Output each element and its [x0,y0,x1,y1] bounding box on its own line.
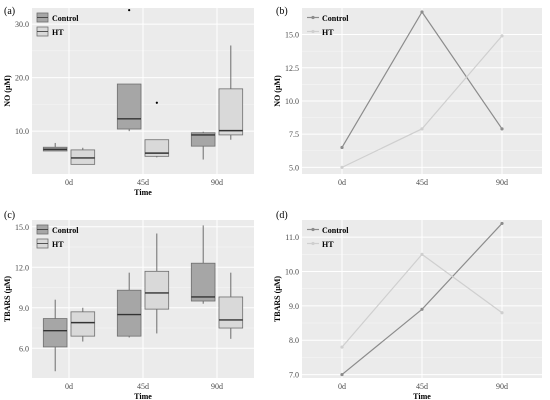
legend: Control HT [36,224,79,249]
outlier-point [155,101,158,104]
y-tick-label: 20.0 [15,74,29,83]
x-tick-label: 90d [211,382,223,391]
x-tick-label: 0d [338,178,346,187]
box-control [190,262,216,302]
x-tick-label: 90d [496,382,508,391]
y-axis-label: TBARS (µM) [3,276,12,323]
outlier-point [128,9,131,12]
box-control [42,318,68,348]
x-tick-label: 0d [65,178,73,187]
legend-key-point [311,29,315,34]
y-axis-label: TBARS (µM) [273,276,282,323]
y-tick-label: 12.5 [285,64,299,73]
x-tick-label: 0d [65,382,73,391]
legend-key-point [311,227,315,232]
series-point [420,252,424,256]
y-tick-label: 9.0 [289,302,299,311]
box-ht [218,88,244,136]
panel-label: (d) [276,210,288,221]
y-tick-label: 9.0 [19,304,29,313]
legend: Control HT [307,14,349,37]
y-tick-label: 6.0 [19,344,29,353]
legend-key-point [311,241,315,246]
y-tick-label: 10.0 [285,97,299,106]
series-point [340,345,344,349]
y-axis-label: NO (µM) [3,75,12,107]
series-point [340,372,344,377]
panel-1: (b) 5.0 7.5 10.0 12.5 15.0 0d 45d 90d NO (µM) Cont… [273,6,542,187]
box-control [116,83,142,130]
panel-label: (b) [276,6,288,17]
y-tick-label: 15.0 [285,31,299,40]
panel-label: (a) [4,6,15,17]
panel-3: (d) 7.0 8.0 9.0 10.0 11.0 0d 45d 90d Time TBARS (µ… [273,210,542,400]
box-ht [218,296,244,329]
legend-label: HT [52,240,64,249]
y-axis-label: NO (µM) [273,75,282,107]
legend-label: HT [322,28,334,37]
x-tick-label: 45d [137,382,149,391]
legend-label: Control [52,226,79,235]
x-tick-label: 45d [416,382,428,391]
y-tick-label: 30.0 [15,20,29,29]
y-tick-label: 8.0 [289,336,299,345]
x-axis-label: Time [134,392,152,400]
y-tick-label: 15.0 [15,223,29,232]
y-tick-label: 10.0 [285,268,299,277]
panel-0: (a) 10.0 20.0 30.0 0d 45d 90d Time NO (µM) Contro… [3,6,254,197]
legend: Control HT [36,12,79,37]
box-ht [144,270,170,310]
box-control [116,289,142,337]
legend-label: Control [52,14,79,23]
legend-label: Control [322,226,349,235]
x-axis-label: Time [413,392,431,400]
legend-label: HT [52,28,64,37]
box-ht [144,139,170,157]
series-point [500,34,504,38]
y-tick-label: 11.0 [285,233,299,242]
x-tick-label: 90d [496,178,508,187]
box-control [190,132,216,147]
panel-2: (c) 6.0 9.0 12.0 15.0 0d 45d 90d Time TBARS (µM) C… [3,210,254,400]
y-tick-label: 12.0 [15,263,29,272]
panel-label: (c) [4,210,15,221]
series-point [340,165,344,169]
y-tick-label: 7.5 [289,130,299,139]
x-tick-label: 45d [416,178,428,187]
series-point [500,127,504,131]
x-tick-label: 90d [211,178,223,187]
y-tick-label: 5.0 [289,163,299,172]
box-ht [70,149,96,165]
x-tick-label: 45d [137,178,149,187]
legend-key-point [311,15,315,20]
series-point [420,127,424,131]
legend-label: Control [322,14,349,23]
x-axis-label: Time [134,188,152,197]
series-point [500,311,504,315]
series-point [500,221,504,226]
y-tick-label: 10.0 [15,127,29,136]
legend-label: HT [322,240,334,249]
x-tick-label: 0d [338,382,346,391]
series-point [340,145,344,150]
series-point [420,307,424,311]
y-tick-label: 7.0 [289,371,299,380]
box-ht [70,311,96,337]
legend: Control HT [307,226,349,249]
series-point [420,10,424,14]
